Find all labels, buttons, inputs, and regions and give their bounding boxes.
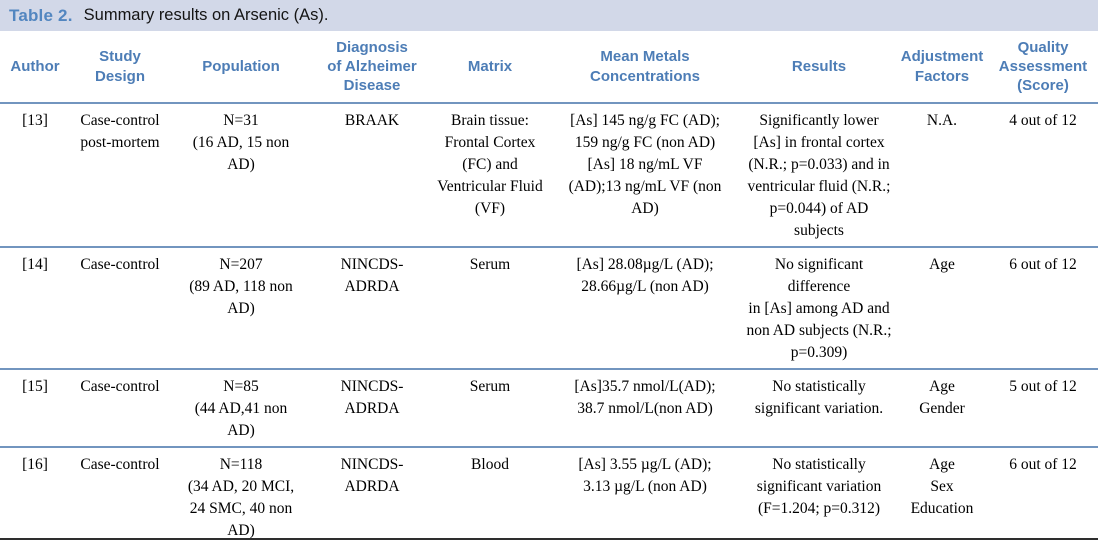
cell-study-design: Case-control post-mortem bbox=[80, 112, 160, 151]
cell-matrix: Brain tissue: Frontal Cortex (FC) and Ve… bbox=[437, 112, 543, 217]
cell-adjustment-factors: Age bbox=[929, 256, 955, 273]
table-row: [16] Case-control N=118 (34 AD, 20 MCI, … bbox=[0, 447, 1098, 539]
cell-matrix: Serum bbox=[469, 378, 511, 395]
table-row: [13] Case-control post-mortem N=31 (16 A… bbox=[0, 103, 1098, 247]
table-row: [15] Case-control N=85 (44 AD,41 non AD)… bbox=[0, 369, 1098, 447]
column-header-population: Population bbox=[202, 57, 280, 75]
cell-results: No significant difference in [As] among … bbox=[746, 256, 892, 361]
cell-concentrations: [As] 28.08µg/L (AD); 28.66µg/L (non AD) bbox=[576, 256, 714, 295]
cell-diagnosis: BRAAK bbox=[344, 112, 400, 129]
cell-population: N=207 (89 AD, 118 non AD) bbox=[189, 256, 293, 317]
column-header-author: Author bbox=[10, 57, 60, 75]
cell-results: No statistically significant variation (… bbox=[756, 456, 882, 517]
column-header-diagnosis: Diagnosis of Alzheimer Disease bbox=[327, 38, 417, 95]
header-row: Author Study Design Population Diagnosis… bbox=[0, 31, 1098, 103]
column-header-matrix: Matrix bbox=[467, 57, 513, 75]
column-header-results: Results bbox=[791, 57, 847, 75]
cell-concentrations: [As] 145 ng/g FC (AD); 159 ng/g FC (non … bbox=[568, 112, 722, 217]
cell-adjustment-factors: N.A. bbox=[926, 112, 958, 129]
column-header-adjustment-factors: Adjustment Factors bbox=[900, 48, 984, 85]
cell-quality-assessment: 6 out of 12 bbox=[1009, 256, 1077, 273]
cell-adjustment-factors: Age Gender bbox=[919, 378, 965, 417]
cell-study-design: Case-control bbox=[80, 256, 160, 273]
cell-adjustment-factors: Age Sex Education bbox=[910, 456, 974, 517]
cell-population: N=85 (44 AD,41 non AD) bbox=[194, 378, 288, 439]
cell-matrix: Serum bbox=[469, 256, 511, 273]
cell-study-design: Case-control bbox=[80, 378, 160, 395]
cell-concentrations: [As] 3.55 µg/L (AD); 3.13 µg/L (non AD) bbox=[578, 456, 712, 495]
column-header-study-design: Study Design bbox=[94, 48, 145, 85]
table-title-bar: Table 2. Summary results on Arsenic (As)… bbox=[0, 0, 1098, 31]
cell-concentrations: [As]35.7 nmol/L(AD); 38.7 nmol/L(non AD) bbox=[574, 378, 716, 417]
cell-author: [16] bbox=[22, 456, 48, 473]
cell-quality-assessment: 5 out of 12 bbox=[1009, 378, 1077, 395]
cell-study-design: Case-control bbox=[80, 456, 160, 473]
cell-quality-assessment: 6 out of 12 bbox=[1009, 456, 1077, 473]
table-number-label: Table 2. bbox=[9, 5, 73, 25]
column-header-quality-assessment: Quality Assessment (Score) bbox=[998, 38, 1088, 95]
cell-results: No statistically significant variation. bbox=[754, 378, 884, 417]
cell-diagnosis: NINCDS- ADRDA bbox=[340, 378, 404, 417]
arsenic-results-table: Author Study Design Population Diagnosis… bbox=[0, 31, 1098, 539]
table-caption: Summary results on Arsenic (As). bbox=[83, 6, 329, 24]
cell-results: Significantly lower [As] in frontal cort… bbox=[747, 112, 891, 239]
cell-diagnosis: NINCDS- ADRDA bbox=[340, 456, 404, 495]
cell-author: [15] bbox=[22, 378, 48, 395]
table-row: [14] Case-control N=207 (89 AD, 118 non … bbox=[0, 247, 1098, 369]
cell-matrix: Blood bbox=[471, 456, 509, 473]
cell-author: [13] bbox=[22, 112, 48, 129]
column-header-concentrations: Mean Metals Concentrations bbox=[589, 48, 700, 85]
cell-population: N=31 (16 AD, 15 non AD) bbox=[192, 112, 290, 173]
cell-author: [14] bbox=[22, 256, 48, 273]
cell-diagnosis: NINCDS- ADRDA bbox=[340, 256, 404, 295]
cell-population: N=118 (34 AD, 20 MCI, 24 SMC, 40 non AD) bbox=[187, 456, 295, 539]
cell-quality-assessment: 4 out of 12 bbox=[1009, 112, 1077, 129]
